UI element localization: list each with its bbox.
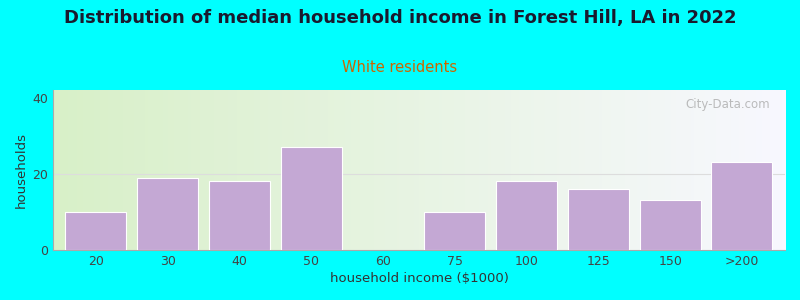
Text: White residents: White residents [342,60,458,75]
X-axis label: household income ($1000): household income ($1000) [330,272,508,285]
Bar [138,178,198,250]
Text: Distribution of median household income in Forest Hill, LA in 2022: Distribution of median household income … [64,9,736,27]
Bar [209,182,270,250]
Text: City-Data.com: City-Data.com [686,98,770,111]
Bar [496,182,557,250]
Bar [568,189,629,250]
Bar [66,212,126,250]
Bar [640,200,701,250]
Bar [711,162,773,250]
Bar [424,212,486,250]
Y-axis label: households: households [15,132,28,208]
Bar [281,147,342,250]
